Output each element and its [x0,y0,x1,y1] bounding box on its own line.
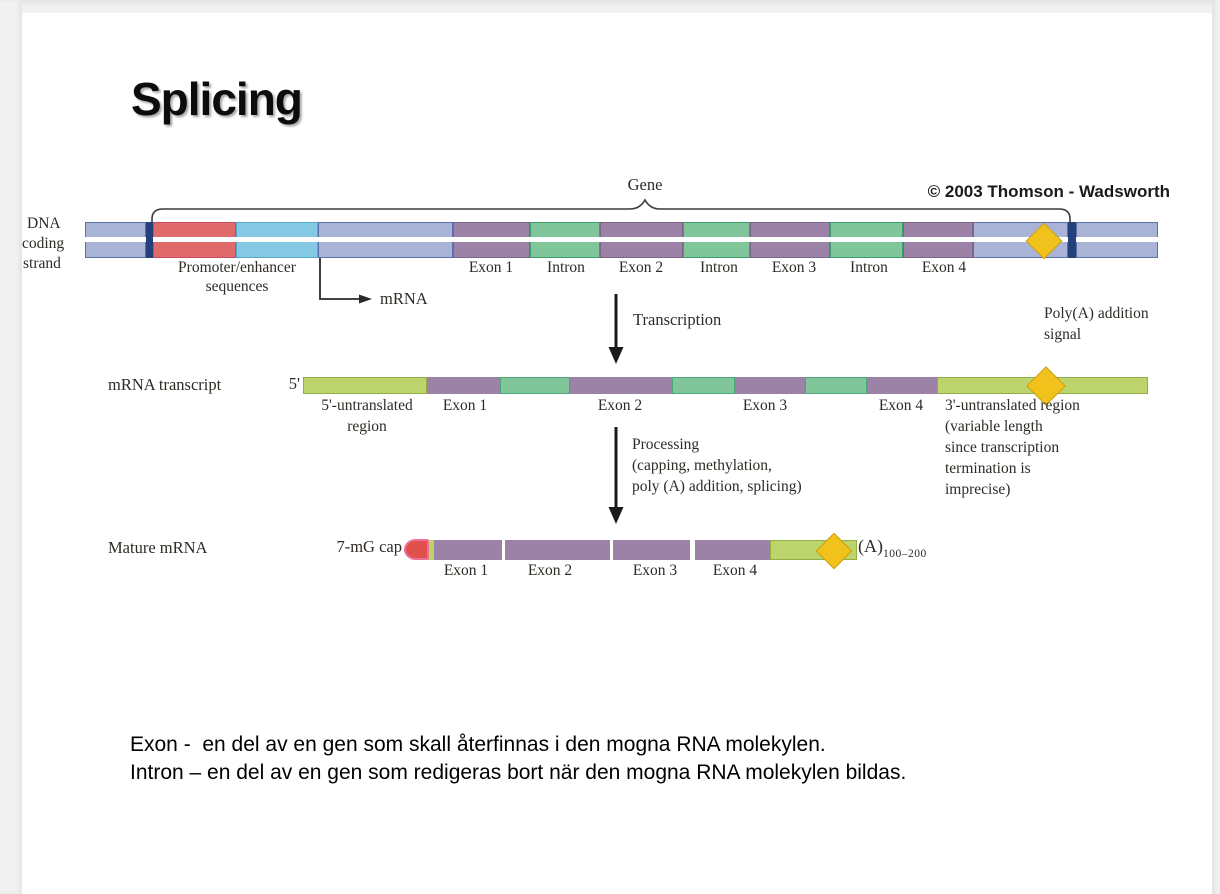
utr3-label-line1: 3'-untranslated region [945,397,1080,414]
processing-arrowhead [608,507,624,524]
promoter-label-line2: sequences [205,278,269,295]
gene-label: Gene [627,175,663,194]
exon3-dna-label: Exon 3 [771,259,817,276]
exon1-dna-label: Exon 1 [468,259,514,276]
intron1-dna-label: Intron [547,259,585,276]
exon-1-segment [434,540,502,560]
processing-label-line1: Processing [632,436,700,453]
mature-mrna-label: Mature mRNA [108,538,208,557]
mrna-start-arrowhead [359,294,372,304]
exon2-mature-label: Exon 2 [527,562,573,579]
exon-2-segment [570,377,672,394]
exon-2-segment [505,540,610,560]
exon-1-segment [427,377,500,394]
mature-mrna-bar [427,540,857,560]
exon3-mature-label: Exon 3 [632,562,678,579]
exon3-transcript-label: Exon 3 [742,397,788,414]
exon1-mature-label: Exon 1 [443,562,489,579]
mrna-arrow-label: mRNA [380,289,428,308]
utr5-segment [303,377,427,394]
boundary-marker [146,222,153,258]
intron-definition: Intron – en del av en gen som redigeras … [130,761,907,784]
exon4-transcript-label: Exon 4 [878,397,924,414]
utr3-label-line2: (variable length [945,418,1043,435]
intron-segment [500,377,570,394]
mrna-transcript-bar [303,377,1148,394]
exon4-dna-label: Exon 4 [921,259,967,276]
utr5-label-line1: 5'-untranslated [321,397,413,414]
polya-signal-label-line2: signal [1044,326,1082,343]
utr3-label-line4: termination is [945,460,1031,477]
polya-tail-base: (A) [858,536,883,556]
polya-signal-diamond-mature [815,532,853,570]
copyright-notice: © 2003 Thomson - Wadsworth [927,182,1170,201]
gene-brace [151,198,1071,222]
exon1-transcript-label: Exon 1 [442,397,488,414]
canvas-frame-top [0,0,1220,13]
exon-3-segment [735,377,805,394]
dna-strand-label-line2: coding [22,235,65,252]
intron2-dna-label: Intron [700,259,738,276]
polya-tail-annotation: (A)100–200 [858,536,927,560]
exon-4-segment [695,540,770,560]
exon2-transcript-label: Exon 2 [597,397,643,414]
dna-strand-label-line3: strand [23,255,61,272]
cap-label: 7-mG cap [336,537,402,556]
transcription-label: Transcription [633,310,722,329]
polya-tail-subscript: 100–200 [883,548,927,560]
exon-definition: Exon - en del av en gen som skall återfi… [130,733,826,756]
cap-linker-segment [427,540,434,560]
7mg-cap [404,539,429,560]
intron-segment [672,377,735,394]
strand-separator [85,237,1158,242]
transcription-arrowhead [608,347,624,364]
mrna-start-arrow [319,258,359,300]
dna-strand-label-line1: DNA [27,215,61,232]
processing-label-line2: (capping, methylation, [632,457,772,474]
dna-coding-strand-bar [85,222,1158,258]
utr3-label-line3: since transcription [945,439,1060,456]
canvas-frame-right [1212,0,1220,894]
promoter-label-line1: Promoter/enhancer [178,259,296,276]
exon2-dna-label: Exon 2 [618,259,664,276]
exon-4-segment [867,377,937,394]
intron3-dna-label: Intron [850,259,888,276]
canvas-frame-left [0,0,22,894]
termination-marker [1068,222,1076,258]
splice-junction-gap [610,540,613,560]
processing-label-line3: poly (A) addition, splicing) [632,478,802,495]
exon4-mature-label: Exon 4 [712,562,758,579]
intron-segment [805,377,867,394]
splice-junction-gap [502,540,505,560]
splice-junction-gap [690,540,695,560]
utr5-label-line2: region [347,418,387,435]
polya-signal-label-line1: Poly(A) addition [1044,305,1149,322]
definitions-text: Exon - en del av en gen som skall återfi… [130,731,906,787]
five-prime-label: 5' [288,374,300,393]
utr3-label-line5: imprecise) [945,481,1011,498]
mrna-transcript-label: mRNA transcript [108,375,222,394]
page-title: Splicing [131,73,303,125]
exon-3-segment [613,540,690,560]
